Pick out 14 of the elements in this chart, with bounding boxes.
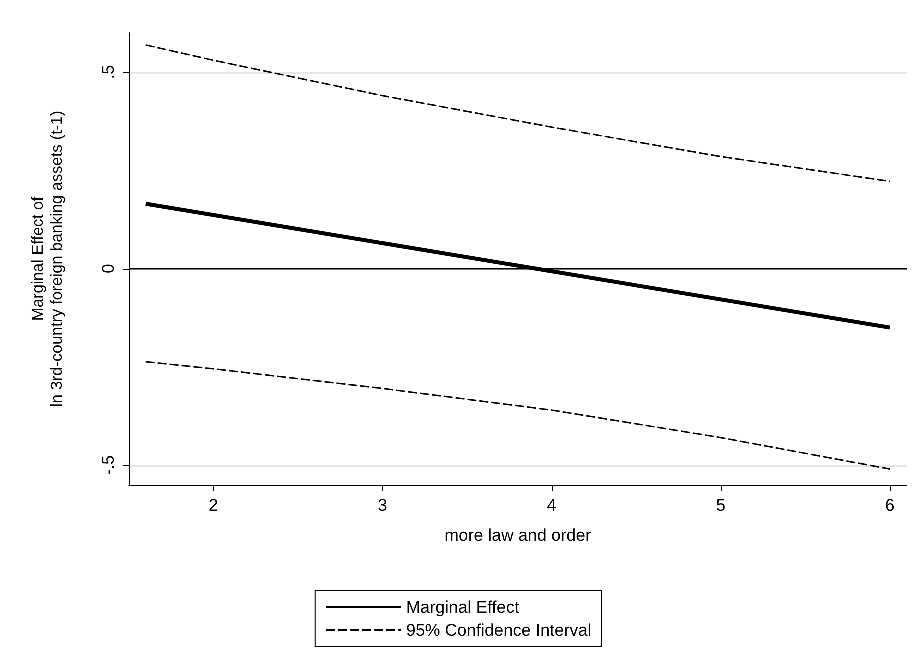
y-tick-label: -.5 (99, 455, 118, 476)
line-series (145, 44, 891, 182)
x-tick-label: 3 (378, 496, 388, 515)
x-tick-label: 2 (208, 496, 218, 515)
legend-label: 95% Confidence Interval (406, 621, 592, 640)
x-tick-label: 5 (716, 496, 726, 515)
line-series (145, 361, 891, 470)
x-tick-label: 6 (885, 496, 895, 515)
legend-label: Marginal Effect (406, 598, 520, 617)
y-tick-label: 0 (99, 264, 118, 274)
y-tick-label: .5 (99, 65, 118, 80)
x-tick-label: 4 (547, 496, 557, 515)
x-axis-title: more law and order (444, 526, 592, 545)
y-axis-title: Marginal Effect of ln 3rd-country foreign banking assets (t-1) (30, 110, 66, 408)
